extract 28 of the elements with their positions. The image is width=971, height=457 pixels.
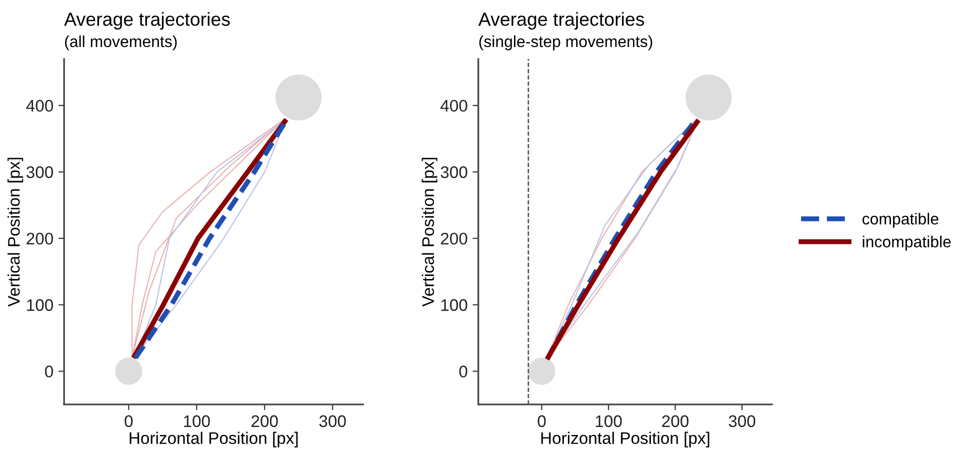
y-tick-label: 300 xyxy=(26,166,54,178)
chart-title: Average trajectories xyxy=(64,12,230,30)
chart-subtitle: (all movements) xyxy=(65,35,177,50)
y-tick-label: 400 xyxy=(26,100,54,112)
x-tick-label: 100 xyxy=(596,415,622,428)
x-tick-label: 200 xyxy=(252,415,278,428)
y-axis-title: Vertical Position [px] xyxy=(8,158,24,307)
y-axis-title: Vertical Position [px] xyxy=(422,158,438,307)
x-tick-label: 200 xyxy=(662,415,688,428)
y-tick-label: 100 xyxy=(27,299,54,311)
chart-subtitle: (single-step movements) xyxy=(479,35,652,50)
y-tick-label: 400 xyxy=(440,100,468,112)
x-tick-label: 300 xyxy=(319,415,346,428)
x-tick-label: 300 xyxy=(728,415,756,428)
legend-label: compatible xyxy=(862,212,938,228)
x-tick-label: 100 xyxy=(184,415,210,428)
x-axis-title: Horizontal Position [px] xyxy=(541,432,710,448)
y-tick-label: 0 xyxy=(45,366,54,378)
y-tick-label: 200 xyxy=(26,232,54,245)
x-tick-label: 0 xyxy=(538,415,546,428)
chart-title: Average trajectories xyxy=(478,12,644,30)
x-tick-label: 0 xyxy=(124,415,133,428)
y-tick-label: 0 xyxy=(459,366,468,378)
y-tick-label: 100 xyxy=(441,299,468,311)
y-tick-label: 300 xyxy=(440,166,468,178)
x-axis-title: Horizontal Position [px] xyxy=(130,432,298,448)
legend-label: incompatible xyxy=(862,236,951,251)
y-tick-label: 200 xyxy=(440,232,468,245)
